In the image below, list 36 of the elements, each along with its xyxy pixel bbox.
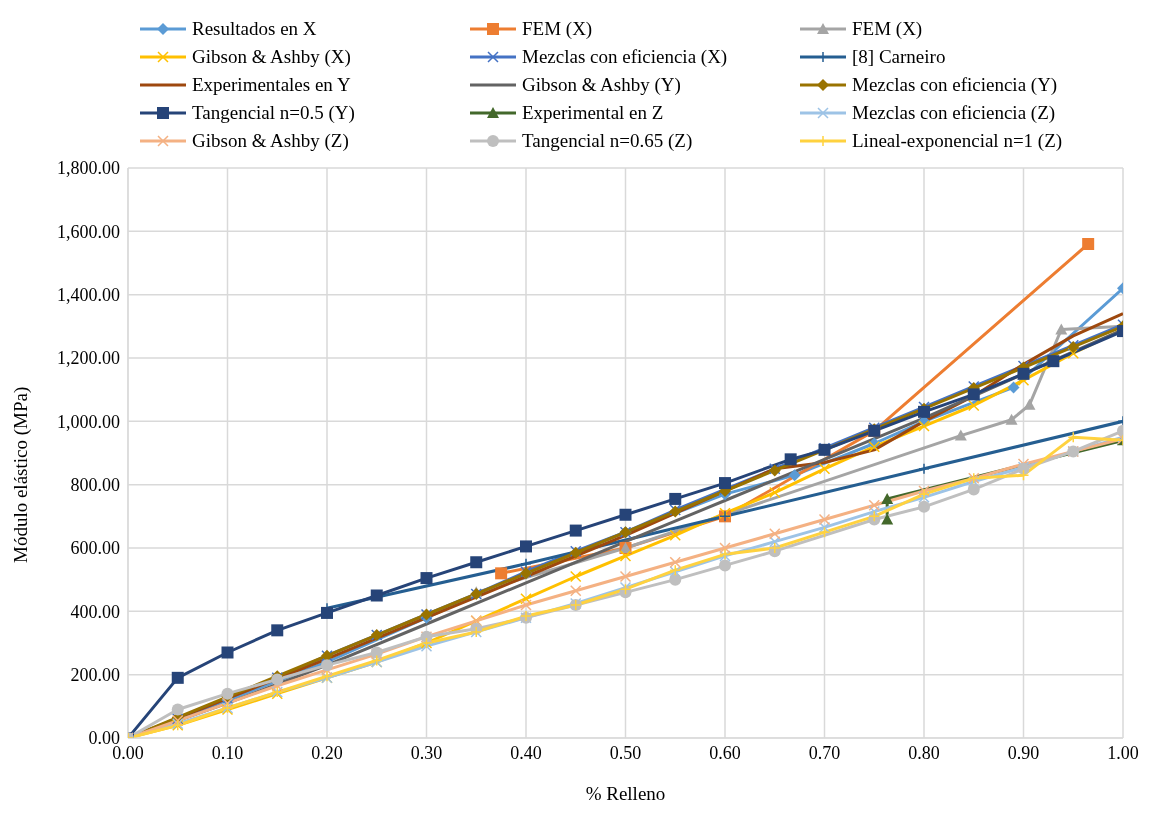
legend-label: [8] Carneiro — [852, 46, 946, 68]
legend-label: Tangencial n=0.5 (Y) — [192, 102, 355, 124]
y-tick-label: 1,600.00 — [57, 221, 120, 242]
y-axis-title: Módulo elástico (MPa) — [9, 386, 32, 563]
y-tick-label: 1,400.00 — [57, 285, 120, 306]
legend-label: Tangencial n=0.65 (Z) — [522, 130, 693, 152]
y-tick-label: 1,800.00 — [57, 158, 120, 179]
x-tick-label: 1.00 — [1107, 742, 1139, 763]
x-tick-label: 0.20 — [311, 742, 343, 763]
x-tick-label: 0.50 — [609, 742, 642, 763]
x-tick-label: 0.80 — [908, 742, 940, 763]
legend-label: Mezclas con eficiencia (Y) — [852, 74, 1058, 96]
x-tick-label: 0.30 — [410, 742, 443, 763]
legend-label: Gibson & Ashby (Y) — [522, 74, 681, 96]
x-tick-label: 0.90 — [1007, 742, 1040, 763]
y-tick-label: 800.00 — [70, 475, 120, 496]
y-tick-label: 600.00 — [70, 538, 120, 559]
x-tick-label: 0.40 — [510, 742, 542, 763]
y-tick-label: 1,000.00 — [57, 411, 120, 432]
x-axis-title: % Relleno — [585, 783, 666, 804]
x-tick-label: 0.70 — [808, 742, 841, 763]
legend-label: Mezclas con eficiencia (Z) — [852, 102, 1056, 124]
legend-label: Experimental en Z — [522, 102, 664, 124]
legend-label: Gibson & Ashby (Z) — [192, 130, 349, 152]
x-tick-label: 0.10 — [211, 742, 244, 763]
legend-label: Gibson & Ashby (X) — [192, 46, 351, 68]
legend-label: Resultados en X — [192, 18, 317, 40]
y-tick-label: 200.00 — [70, 665, 120, 686]
legend-label: FEM (X) — [522, 18, 593, 40]
legend-label: FEM (X) — [852, 18, 923, 40]
x-tick-label: 0.60 — [709, 742, 741, 763]
y-tick-label: 1,200.00 — [57, 348, 120, 369]
y-tick-label: 400.00 — [70, 601, 120, 622]
legend-label: Experimentales en Y — [192, 74, 351, 96]
legend-label: Lineal-exponencial n=1 (Z) — [852, 130, 1063, 152]
legend-label: Mezclas con eficiencia (X) — [522, 46, 728, 68]
